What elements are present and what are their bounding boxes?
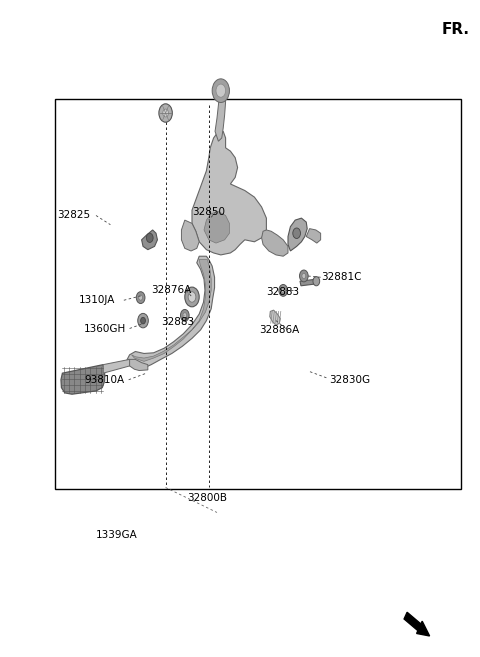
Circle shape [136,292,145,304]
Circle shape [300,270,308,282]
Polygon shape [288,218,307,251]
Text: 32830G: 32830G [329,374,370,385]
Text: 32886A: 32886A [259,325,300,336]
Polygon shape [270,310,280,325]
Text: FR.: FR. [442,22,469,37]
Text: 1310JA: 1310JA [79,295,116,306]
Circle shape [146,233,153,242]
Polygon shape [262,230,288,256]
Circle shape [138,313,148,328]
Circle shape [141,317,145,324]
Circle shape [279,284,288,296]
Polygon shape [127,359,148,371]
Text: 32881C: 32881C [322,272,362,283]
Circle shape [302,273,306,279]
Circle shape [188,292,196,302]
Polygon shape [103,359,130,373]
Text: 32876A: 32876A [151,285,192,296]
Text: 93810A: 93810A [84,374,124,385]
Circle shape [212,79,229,102]
Circle shape [185,287,199,307]
Circle shape [313,277,320,286]
Polygon shape [192,131,266,255]
Text: 1339GA: 1339GA [96,530,138,541]
Polygon shape [181,220,199,251]
Polygon shape [127,256,215,368]
Text: 32850: 32850 [192,206,225,217]
Bar [55,99,461,489]
Polygon shape [132,260,211,361]
Polygon shape [61,365,105,394]
Circle shape [163,109,168,117]
Text: 1360GH: 1360GH [84,323,126,334]
Circle shape [216,84,226,97]
Circle shape [139,295,143,300]
Polygon shape [306,229,321,243]
FancyArrow shape [404,612,430,636]
Polygon shape [142,230,157,250]
Text: 32825: 32825 [58,210,91,221]
Polygon shape [300,279,317,286]
Circle shape [183,313,187,318]
Polygon shape [204,212,229,243]
Text: 32883: 32883 [266,287,300,298]
Circle shape [293,228,300,238]
Text: 32883: 32883 [161,317,194,327]
Circle shape [159,104,172,122]
Polygon shape [215,89,226,141]
Circle shape [180,309,189,321]
Text: 32800B: 32800B [187,493,227,503]
Circle shape [281,288,285,293]
